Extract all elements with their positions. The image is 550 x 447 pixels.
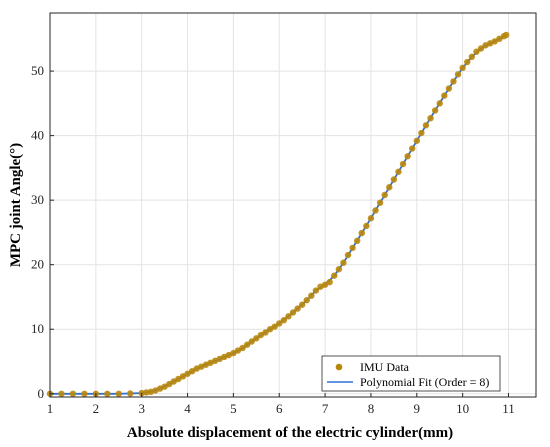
imu-data-point bbox=[253, 335, 260, 342]
legend: IMU Data Polynomial Fit (Order = 8) bbox=[321, 355, 501, 392]
x-tick-label: 4 bbox=[184, 401, 191, 416]
x-axis-label: Absolute displacement of the electric cy… bbox=[127, 425, 453, 441]
imu-data-point bbox=[81, 390, 88, 397]
imu-data-point bbox=[69, 390, 77, 397]
imu-data-point bbox=[308, 292, 315, 299]
imu-data-point bbox=[280, 317, 288, 324]
imu-data-point bbox=[312, 287, 320, 294]
imu-data-point bbox=[464, 58, 471, 66]
y-tick-label: 40 bbox=[31, 128, 44, 143]
data-points bbox=[46, 31, 510, 397]
imu-data-point bbox=[294, 305, 301, 312]
legend-marker-imu-data bbox=[335, 363, 343, 371]
x-tick-label: 7 bbox=[322, 401, 329, 416]
y-tick-label: 10 bbox=[31, 321, 44, 336]
grid bbox=[49, 13, 536, 397]
imu-data-point bbox=[502, 31, 510, 39]
imu-data-point bbox=[409, 145, 416, 152]
imu-data-point bbox=[127, 390, 134, 397]
legend-label-polynomial-fit: Polynomial Fit (Order = 8) bbox=[360, 375, 489, 389]
imu-data-point bbox=[104, 390, 111, 397]
plot-frame bbox=[49, 12, 537, 398]
imu-data-point bbox=[367, 215, 375, 222]
imu-data-point bbox=[340, 259, 347, 266]
imu-data-point bbox=[344, 251, 352, 259]
imu-data-point bbox=[454, 71, 462, 78]
imu-data-point bbox=[427, 114, 434, 122]
imu-data-point bbox=[381, 191, 388, 199]
imu-data-point bbox=[390, 176, 398, 183]
x-tick-label: 8 bbox=[368, 401, 375, 416]
imu-data-point bbox=[418, 129, 425, 137]
y-tick-label: 0 bbox=[38, 386, 45, 401]
x-tick-label: 6 bbox=[276, 401, 283, 416]
x-tick-label: 10 bbox=[456, 401, 469, 416]
imu-data-point bbox=[422, 122, 430, 129]
imu-data-point bbox=[395, 168, 402, 175]
imu-data-point bbox=[431, 107, 439, 114]
y-tick-label: 30 bbox=[31, 192, 44, 207]
imu-data-point bbox=[459, 64, 466, 72]
imu-data-point bbox=[473, 48, 480, 55]
y-axis-label: MPC joint Angle(°) bbox=[8, 143, 24, 267]
imu-data-point bbox=[331, 272, 338, 279]
imu-data-point bbox=[358, 229, 365, 237]
imu-data-point bbox=[285, 313, 292, 320]
imu-data-point bbox=[436, 100, 443, 107]
legend-label-imu-data: IMU Data bbox=[360, 360, 410, 374]
x-axis-ticks: 1 2 3 4 5 6 7 8 9 10 11 bbox=[47, 393, 515, 416]
imu-data-point bbox=[372, 207, 379, 214]
x-tick-label: 5 bbox=[230, 401, 237, 416]
imu-data-point bbox=[441, 92, 448, 99]
imu-data-point bbox=[376, 199, 384, 206]
imu-data-point bbox=[58, 390, 65, 397]
imu-data-point bbox=[413, 137, 420, 144]
imu-data-point bbox=[399, 160, 407, 168]
imu-data-point bbox=[335, 266, 343, 273]
imu-data-point bbox=[349, 244, 356, 252]
imu-data-point bbox=[298, 301, 306, 308]
imu-data-point bbox=[363, 222, 370, 230]
imu-data-point bbox=[445, 85, 453, 92]
x-tick-label: 9 bbox=[414, 401, 421, 416]
imu-data-point bbox=[386, 184, 393, 191]
imu-data-point bbox=[262, 329, 269, 336]
imu-data-point bbox=[326, 278, 333, 286]
imu-data-point bbox=[353, 237, 361, 245]
imu-data-point bbox=[468, 53, 476, 61]
y-tick-label: 50 bbox=[31, 63, 44, 78]
imu-data-point bbox=[271, 323, 278, 330]
imu-data-point bbox=[243, 341, 251, 348]
y-axis-ticks: 0 10 20 30 40 50 bbox=[31, 63, 54, 401]
imu-data-point bbox=[276, 320, 283, 327]
x-tick-label: 1 bbox=[47, 401, 54, 416]
x-tick-label: 11 bbox=[502, 401, 515, 416]
imu-data-point bbox=[289, 309, 297, 316]
imu-data-point bbox=[115, 390, 122, 397]
imu-data-point bbox=[248, 338, 255, 345]
imu-data-point bbox=[477, 45, 485, 52]
y-tick-label: 20 bbox=[31, 257, 44, 272]
imu-data-point bbox=[404, 153, 411, 160]
x-tick-label: 2 bbox=[93, 401, 100, 416]
imu-data-point bbox=[450, 78, 457, 85]
legend-box bbox=[321, 355, 501, 392]
imu-data-point bbox=[303, 296, 310, 304]
imu-data-point bbox=[239, 344, 246, 352]
x-tick-label: 3 bbox=[138, 401, 145, 416]
